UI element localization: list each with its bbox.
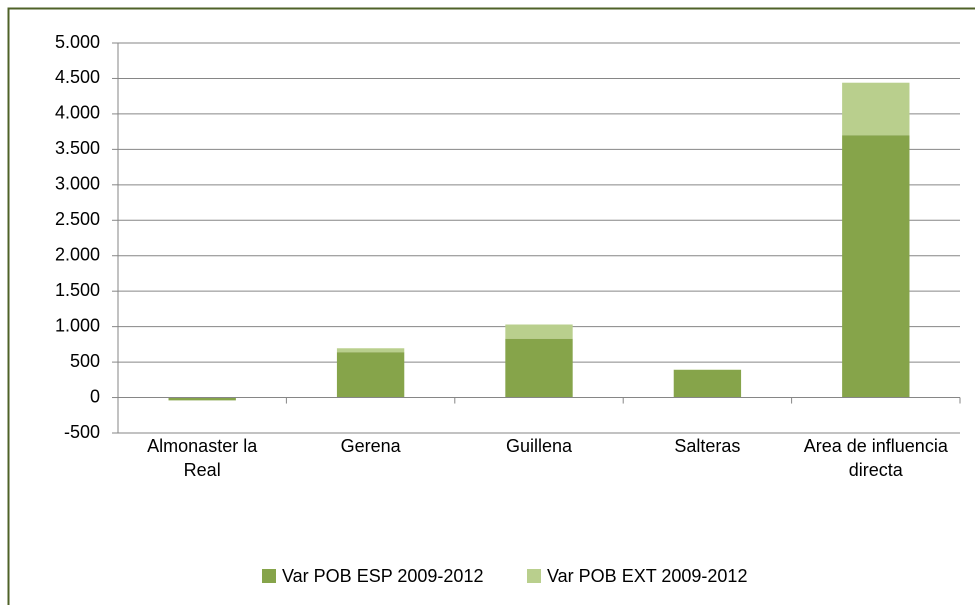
bar xyxy=(842,82,910,136)
x-tick-label: Guillena xyxy=(505,436,573,456)
y-tick-label: 5.000 xyxy=(55,32,100,52)
bar xyxy=(505,324,573,339)
bar xyxy=(168,397,236,401)
bar xyxy=(336,348,405,353)
bar xyxy=(842,135,910,398)
legend-label: Var POB EXT 2009-2012 xyxy=(547,566,747,586)
y-tick-label: 500 xyxy=(70,351,100,371)
legend-label: Var POB ESP 2009-2012 xyxy=(282,566,483,586)
bar xyxy=(673,369,742,398)
y-tick-label: 1.000 xyxy=(55,315,100,335)
legend-swatch xyxy=(527,569,541,583)
y-tick-label: 4.000 xyxy=(55,103,100,123)
y-tick-label: -500 xyxy=(64,422,100,442)
y-tick-label: 1.500 xyxy=(55,280,100,300)
chart-border xyxy=(7,7,975,605)
x-tick-label: Salteras xyxy=(674,436,741,456)
x-tick-label: Area de influencia directa xyxy=(803,436,948,480)
y-tick-label: 2.000 xyxy=(55,244,100,264)
y-tick-label: 4.500 xyxy=(55,67,100,87)
y-tick-label: 0 xyxy=(90,386,100,406)
y-tick-label: 3.500 xyxy=(55,138,100,158)
y-tick-label: 3.000 xyxy=(55,174,100,194)
y-tick-label: 2.500 xyxy=(55,209,100,229)
bar xyxy=(505,338,573,398)
legend-swatch xyxy=(262,569,276,583)
x-tick-label: Gerena xyxy=(340,436,401,456)
x-tick-label: Almonaster la Real xyxy=(147,436,258,480)
bar xyxy=(336,352,405,398)
